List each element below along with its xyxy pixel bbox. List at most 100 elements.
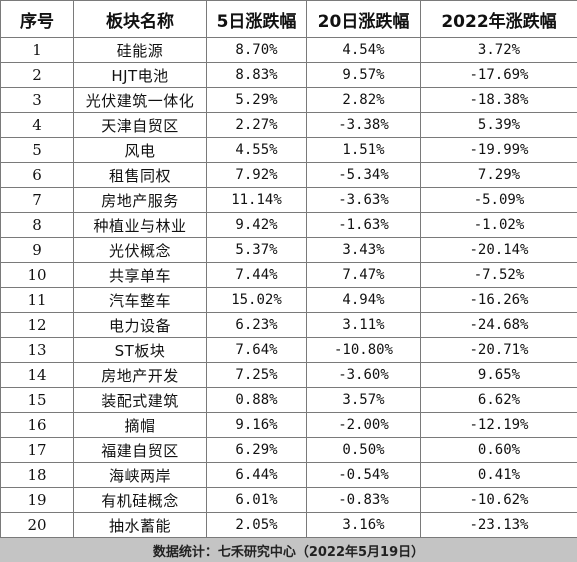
change-20day-cell: 4.94% <box>306 287 421 313</box>
change-20day-cell: 3.57% <box>306 387 421 413</box>
sector-name-cell: 租售同权 <box>73 162 207 188</box>
change-20day-cell: 3.43% <box>306 237 421 263</box>
change-20day-cell: 3.11% <box>306 312 421 338</box>
change-5day-cell: 2.05% <box>206 512 307 538</box>
index-cell: 5 <box>0 137 74 163</box>
table-row: 20 抽水蓄能 2.05% 3.16% -23.13% <box>0 512 577 538</box>
change-2022-cell: -20.14% <box>420 237 577 263</box>
table-row: 7 房地产服务 11.14% -3.63% -5.09% <box>0 187 577 213</box>
table-row: 10 共享单车 7.44% 7.47% -7.52% <box>0 262 577 288</box>
change-20day-cell: -3.63% <box>306 187 421 213</box>
change-20day-cell: 4.54% <box>306 37 421 63</box>
table-body: 1 硅能源 8.70% 4.54% 3.72% 2 HJT电池 8.83% 9.57% -17.6… <box>0 37 577 538</box>
sector-name-cell: 房地产开发 <box>73 362 207 388</box>
index-cell: 9 <box>0 237 74 263</box>
change-20day-cell: 0.50% <box>306 437 421 463</box>
change-20day-cell: -1.63% <box>306 212 421 238</box>
table-row: 13 ST板块 7.64% -10.80% -20.71% <box>0 337 577 363</box>
table-row: 19 有机硅概念 6.01% -0.83% -10.62% <box>0 487 577 513</box>
index-cell: 15 <box>0 387 74 413</box>
change-2022-cell: -12.19% <box>420 412 577 438</box>
change-2022-cell: -19.99% <box>420 137 577 163</box>
change-20day-cell: -3.38% <box>306 112 421 138</box>
table-row: 8 种植业与林业 9.42% -1.63% -1.02% <box>0 212 577 238</box>
index-cell: 4 <box>0 112 74 138</box>
change-2022-cell: -17.69% <box>420 62 577 88</box>
sector-name-cell: 光伏概念 <box>73 237 207 263</box>
sector-name-cell: ST板块 <box>73 337 207 363</box>
sector-name-cell: 天津自贸区 <box>73 112 207 138</box>
index-cell: 14 <box>0 362 74 388</box>
index-cell: 12 <box>0 312 74 338</box>
index-cell: 2 <box>0 62 74 88</box>
table-row: 16 摘帽 9.16% -2.00% -12.19% <box>0 412 577 438</box>
table-row: 2 HJT电池 8.83% 9.57% -17.69% <box>0 62 577 88</box>
change-20day-cell: 3.16% <box>306 512 421 538</box>
change-2022-cell: -24.68% <box>420 312 577 338</box>
sector-performance-table: 序号 板块名称 5日涨跌幅 20日涨跌幅 2022年涨跌幅 1 硅能源 8.70% 4.54%… <box>0 0 577 538</box>
change-5day-cell: 15.02% <box>206 287 307 313</box>
index-cell: 18 <box>0 462 74 488</box>
change-2022-cell: -5.09% <box>420 187 577 213</box>
change-2022-cell: -20.71% <box>420 337 577 363</box>
sector-name-cell: 风电 <box>73 137 207 163</box>
change-5day-cell: 11.14% <box>206 187 307 213</box>
change-5day-cell: 5.37% <box>206 237 307 263</box>
table-row: 1 硅能源 8.70% 4.54% 3.72% <box>0 37 577 63</box>
change-2022-cell: -18.38% <box>420 87 577 113</box>
change-5day-cell: 9.16% <box>206 412 307 438</box>
data-source-text: 数据统计：七禾研究中心（2022年5月19日） <box>152 544 425 560</box>
change-20day-cell: 9.57% <box>306 62 421 88</box>
change-5day-cell: 7.64% <box>206 337 307 363</box>
sector-name-cell: 汽车整车 <box>73 287 207 313</box>
sector-name-cell: 有机硅概念 <box>73 487 207 513</box>
change-20day-cell: -0.54% <box>306 462 421 488</box>
change-2022-cell: -23.13% <box>420 512 577 538</box>
change-2022-cell: -1.02% <box>420 212 577 238</box>
table-row: 12 电力设备 6.23% 3.11% -24.68% <box>0 312 577 338</box>
data-source-footer: 数据统计：七禾研究中心（2022年5月19日） <box>0 537 577 562</box>
index-cell: 16 <box>0 412 74 438</box>
table-row: 18 海峡两岸 6.44% -0.54% 0.41% <box>0 462 577 488</box>
change-5day-cell: 8.70% <box>206 37 307 63</box>
change-2022-cell: -10.62% <box>420 487 577 513</box>
index-cell: 6 <box>0 162 74 188</box>
change-20day-cell: -5.34% <box>306 162 421 188</box>
change-5day-cell: 6.23% <box>206 312 307 338</box>
index-cell: 10 <box>0 262 74 288</box>
change-5day-cell: 7.44% <box>206 262 307 288</box>
sector-name-cell: 装配式建筑 <box>73 387 207 413</box>
header-sector-name: 板块名称 <box>73 0 207 38</box>
change-5day-cell: 4.55% <box>206 137 307 163</box>
change-2022-cell: 9.65% <box>420 362 577 388</box>
change-5day-cell: 7.92% <box>206 162 307 188</box>
table-row: 15 装配式建筑 0.88% 3.57% 6.62% <box>0 387 577 413</box>
change-5day-cell: 5.29% <box>206 87 307 113</box>
header-row: 序号 板块名称 5日涨跌幅 20日涨跌幅 2022年涨跌幅 <box>0 0 577 38</box>
index-cell: 20 <box>0 512 74 538</box>
index-cell: 7 <box>0 187 74 213</box>
change-20day-cell: 2.82% <box>306 87 421 113</box>
sector-name-cell: 抽水蓄能 <box>73 512 207 538</box>
change-5day-cell: 7.25% <box>206 362 307 388</box>
change-5day-cell: 9.42% <box>206 212 307 238</box>
change-2022-cell: 0.60% <box>420 437 577 463</box>
table-row: 3 光伏建筑一体化 5.29% 2.82% -18.38% <box>0 87 577 113</box>
change-5day-cell: 0.88% <box>206 387 307 413</box>
header-5day-change: 5日涨跌幅 <box>206 0 307 38</box>
change-2022-cell: 7.29% <box>420 162 577 188</box>
index-cell: 19 <box>0 487 74 513</box>
sector-name-cell: HJT电池 <box>73 62 207 88</box>
header-index: 序号 <box>0 0 74 38</box>
sector-name-cell: 房地产服务 <box>73 187 207 213</box>
sector-name-cell: 硅能源 <box>73 37 207 63</box>
change-20day-cell: 7.47% <box>306 262 421 288</box>
change-20day-cell: -10.80% <box>306 337 421 363</box>
header-2022-change: 2022年涨跌幅 <box>420 0 577 38</box>
table-row: 9 光伏概念 5.37% 3.43% -20.14% <box>0 237 577 263</box>
table-row: 11 汽车整车 15.02% 4.94% -16.26% <box>0 287 577 313</box>
table-header: 序号 板块名称 5日涨跌幅 20日涨跌幅 2022年涨跌幅 <box>0 0 577 38</box>
sector-name-cell: 福建自贸区 <box>73 437 207 463</box>
change-20day-cell: -0.83% <box>306 487 421 513</box>
change-2022-cell: 5.39% <box>420 112 577 138</box>
